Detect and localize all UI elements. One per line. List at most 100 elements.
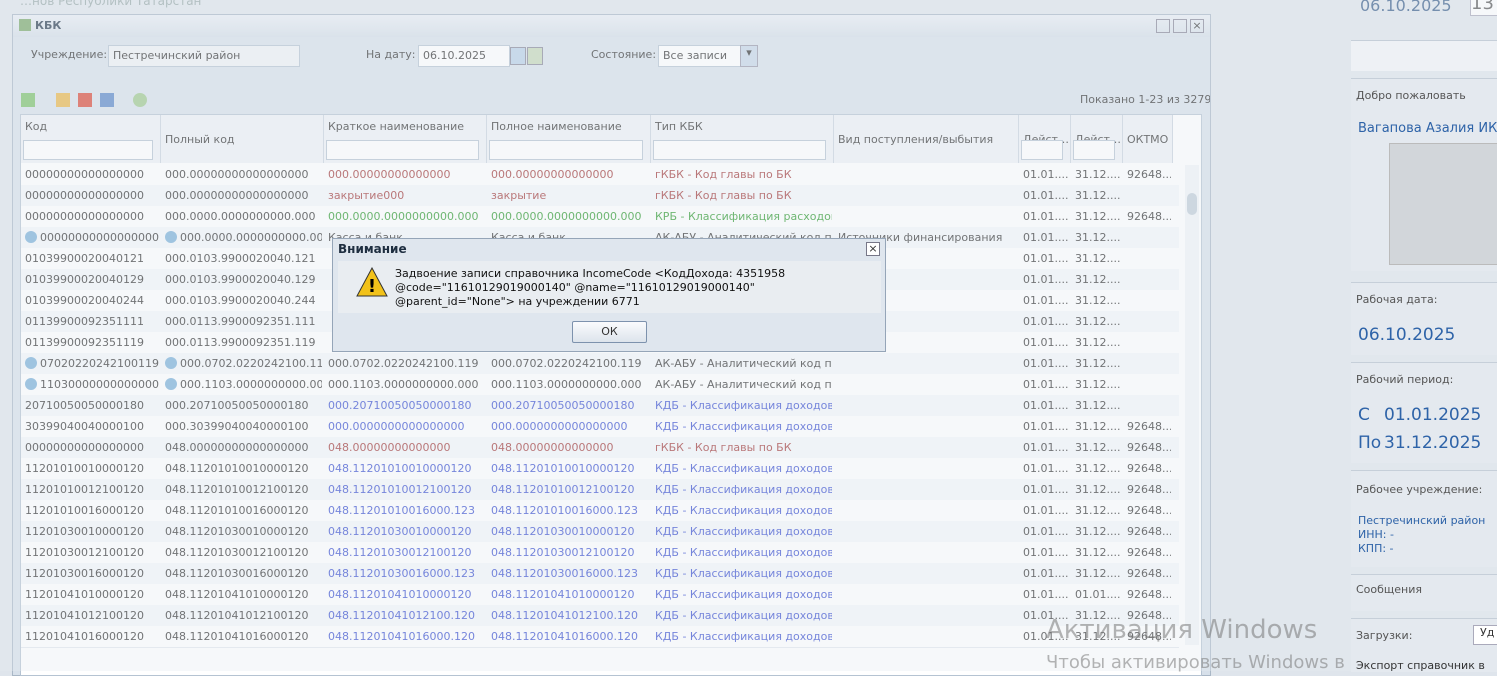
grid-row[interactable]: 00000000000000000 000.00000000000000000 за…	[21, 185, 1179, 207]
grid-cell: 31.12....	[1071, 206, 1121, 227]
dialog-title: Внимание	[338, 242, 407, 256]
grid-row[interactable]: 11201030016000120 048.11201030016000120 04…	[21, 563, 1179, 585]
column-header[interactable]: Дейст…	[1019, 115, 1071, 163]
dialog-close[interactable]: ×	[866, 242, 880, 256]
column-header[interactable]: Тип КБК	[651, 115, 834, 163]
list-button[interactable]	[100, 93, 114, 107]
export-item[interactable]: Экспорт справочник в	[1356, 659, 1485, 672]
institution-field[interactable]: Пестречинский район	[108, 45, 300, 67]
grid-row[interactable]: 07020220242100119 000.0702.0220242100.119…	[21, 353, 1179, 375]
cell-text: 048.11201041010000120	[328, 588, 472, 601]
grid-cell: закрытие	[487, 185, 649, 206]
column-header[interactable]: Вид поступления/выбытия	[834, 115, 1019, 163]
grid-row[interactable]: 11030000000000000 000.1103.0000000000.000…	[21, 374, 1179, 396]
cell-text: 31.12....	[1075, 630, 1121, 643]
state-dropdown[interactable]: ▾	[740, 45, 758, 67]
header-field[interactable]: 13	[1470, 0, 1497, 16]
cell-text: 01.01....	[1023, 609, 1069, 622]
maximize-button[interactable]	[1173, 19, 1187, 33]
grid-cell: 11201010012100120	[21, 479, 159, 500]
scrollbar[interactable]	[1185, 165, 1199, 645]
scroll-thumb[interactable]	[1187, 193, 1197, 215]
grid-cell: 000.30399040040000100	[161, 416, 322, 437]
cell-text: 01.01....	[1023, 378, 1069, 391]
cell-text: 000.0000.0000000000.000	[165, 210, 316, 223]
grid-cell: 11201030010000120	[21, 521, 159, 542]
column-filter[interactable]	[1073, 140, 1115, 160]
grid-cell: 01039900020040121	[21, 248, 159, 269]
grid-cell: 00000000000000000	[21, 185, 159, 206]
refresh-date-button[interactable]	[527, 47, 543, 65]
column-filter[interactable]	[653, 140, 826, 160]
grid-row[interactable]: 11201030012100120 048.11201030012100120 04…	[21, 542, 1179, 564]
grid-cell: 31.12....	[1071, 353, 1121, 374]
cell-text: 92648...	[1127, 462, 1171, 475]
reload-button[interactable]	[133, 93, 147, 107]
cell-text: 000.0000000000000000	[491, 420, 628, 433]
grid-cell: КДБ - Классификация доходов	[651, 416, 832, 437]
grid-cell: 048.11201030010000120	[324, 521, 485, 542]
cell-text: 048.11201010010000120	[165, 462, 309, 475]
downloads-button[interactable]: Уд	[1473, 625, 1497, 645]
grid-cell: 92648...	[1123, 416, 1171, 437]
grid-cell: 31.12....	[1071, 626, 1121, 647]
ok-button[interactable]: ОК	[572, 321, 647, 343]
grid-row[interactable]: 00000000000000000 048.00000000000000000 04…	[21, 437, 1179, 459]
column-header[interactable]: Полное наименование	[487, 115, 651, 163]
grid-cell: КДБ - Классификация доходов	[651, 395, 832, 416]
grid-row[interactable]: 30399040040000100 000.30399040040000100 00…	[21, 416, 1179, 438]
minimize-button[interactable]	[1156, 19, 1170, 33]
grid-row[interactable]: 11201041016000120 048.11201041016000120 04…	[21, 626, 1179, 648]
grid-row[interactable]: 11201041010000120 048.11201041010000120 04…	[21, 584, 1179, 606]
column-header[interactable]: Полный код	[161, 115, 324, 163]
grid-cell: 000.0702.0220242100.119	[161, 353, 322, 374]
cell-text: 31.12....	[1075, 210, 1121, 223]
grid-cell: 048.11201041012100.120	[324, 605, 485, 626]
column-filter[interactable]	[23, 140, 153, 160]
calendar-button[interactable]	[510, 47, 526, 65]
grid-row[interactable]: 11201030010000120 048.11201030010000120 04…	[21, 521, 1179, 543]
grid-cell: 31.12....	[1071, 227, 1121, 248]
column-header[interactable]: ОКТМО	[1123, 115, 1173, 163]
column-filter[interactable]	[1021, 140, 1063, 160]
date-field[interactable]: 06.10.2025	[418, 45, 510, 67]
edit-button[interactable]	[56, 93, 70, 107]
column-header[interactable]: Краткое наименование	[324, 115, 487, 163]
grid-row[interactable]: 11201010010000120 048.11201010010000120 04…	[21, 458, 1179, 480]
column-header[interactable]: Код	[21, 115, 161, 163]
cell-text: 92648...	[1127, 504, 1171, 517]
cell-text: 31.12....	[1075, 609, 1121, 622]
cell-text: 048.11201041010000120	[491, 588, 635, 601]
cell-text: 048.11201010016000120	[165, 504, 309, 517]
cell-text: 20710050050000180	[25, 399, 144, 412]
grid-cell: 048.11201030016000120	[161, 563, 322, 584]
cell-text: 31.12....	[1075, 189, 1121, 202]
cell-text: 000.20710050050000180	[491, 399, 635, 412]
column-header[interactable]: Дейст…	[1071, 115, 1123, 163]
cell-text: 01.01....	[1075, 588, 1121, 601]
grid-row[interactable]: 20710050050000180 000.20710050050000180 00…	[21, 395, 1179, 417]
column-filter[interactable]	[489, 140, 643, 160]
add-button[interactable]	[21, 93, 35, 107]
grid-row[interactable]: 11201010012100120 048.11201010012100120 04…	[21, 479, 1179, 501]
close-button[interactable]: ×	[1190, 19, 1204, 33]
delete-button[interactable]	[78, 93, 92, 107]
state-field[interactable]: Все записи	[658, 45, 742, 67]
cell-text: закрытие000	[328, 189, 405, 202]
column-filter[interactable]	[326, 140, 479, 160]
cell-text: 01.01....	[1023, 630, 1069, 643]
cell-text: гКБК - Код главы по БК	[655, 441, 792, 454]
cell-text: 01.01....	[1023, 357, 1069, 370]
grid-cell: 000.00000000000000	[487, 164, 649, 185]
cell-text: 11030000000000000	[40, 378, 159, 391]
collapse-bar[interactable]	[1351, 40, 1497, 71]
cell-text: 01.01....	[1023, 504, 1069, 517]
grid-cell: 048.11201010012100120	[487, 479, 649, 500]
cell-text: 31.12....	[1075, 168, 1121, 181]
grid-cell: 048.11201041012100120	[161, 605, 322, 626]
grid-row[interactable]: 11201041012100120 048.11201041012100120 04…	[21, 605, 1179, 627]
cell-text: АК-АБУ - Аналитический код по ...	[655, 357, 832, 370]
grid-row[interactable]: 11201010016000120 048.11201010016000120 04…	[21, 500, 1179, 522]
grid-cell: 31.12....	[1071, 521, 1121, 542]
